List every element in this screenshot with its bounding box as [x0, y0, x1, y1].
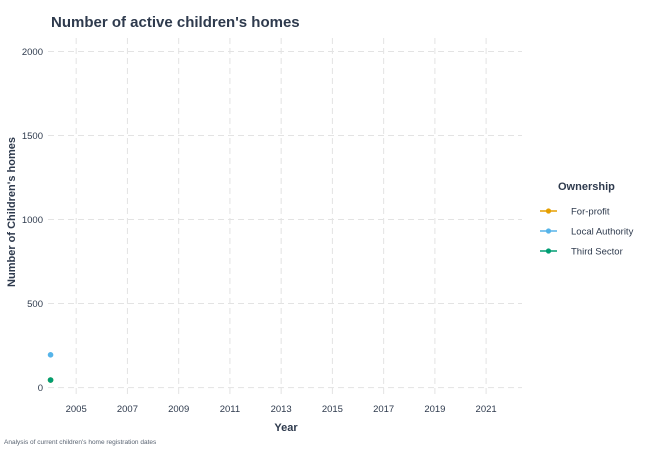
y-axis-ticks: 0 500 1000 1500 2000 — [22, 47, 43, 394]
legend-item: Third Sector — [540, 247, 623, 258]
y-tick-label: 2000 — [22, 47, 43, 58]
x-tick-label: 2009 — [168, 404, 189, 415]
y-axis-title: Number of Children's homes — [6, 137, 18, 287]
legend-item: For-profit — [540, 207, 610, 218]
x-tick-label: 2011 — [220, 404, 240, 415]
legend-items: For-profit Local Authority Third Sector — [540, 207, 634, 258]
series-layer — [47, 352, 54, 383]
x-tick-label: 2021 — [476, 404, 497, 415]
legend-item: Local Authority — [540, 227, 634, 238]
y-tick-label: 1500 — [22, 131, 43, 142]
legend-title: Ownership — [558, 181, 615, 193]
x-tick-label: 2007 — [117, 404, 138, 415]
legend-key-point — [545, 228, 552, 234]
data-point — [47, 377, 54, 383]
legend-key-point — [545, 248, 552, 254]
legend-label: Third Sector — [571, 247, 623, 258]
series — [47, 377, 54, 383]
y-tick-label: 0 — [38, 383, 43, 394]
chart-title: Number of active children's homes — [51, 14, 300, 31]
legend: Ownership For-profit Local Authority Third… — [540, 181, 634, 258]
legend-label: For-profit — [571, 207, 610, 218]
chart-caption: Analysis of current children's home regi… — [4, 439, 157, 446]
x-tick-label: 2017 — [373, 404, 394, 415]
legend-label: Local Authority — [571, 227, 634, 238]
y-tick-label: 1000 — [22, 215, 43, 226]
x-axis-ticks: 2005 2007 2009 2011 2013 2015 2017 2019 2021 — [66, 404, 497, 415]
series — [47, 352, 54, 358]
x-tick-label: 2005 — [66, 404, 87, 415]
grid-layer — [48, 38, 522, 396]
x-tick-label: 2019 — [424, 404, 445, 415]
legend-key-point — [545, 208, 552, 214]
x-tick-label: 2013 — [271, 404, 292, 415]
x-axis-title: Year — [274, 422, 298, 434]
y-tick-label: 500 — [27, 299, 43, 310]
data-point — [47, 352, 54, 358]
x-tick-label: 2015 — [322, 404, 343, 415]
